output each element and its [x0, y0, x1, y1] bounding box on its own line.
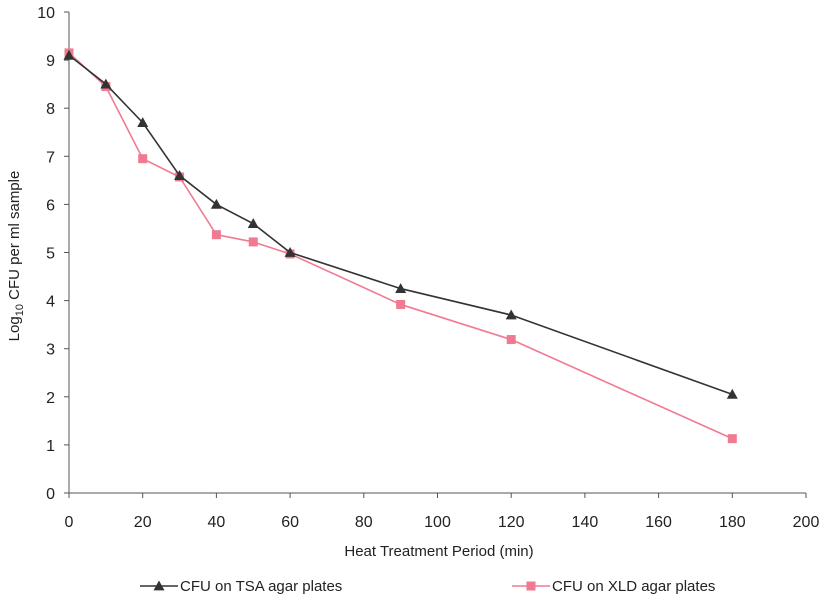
x-tick-label: 20: [134, 514, 152, 531]
y-axis-title: Log10 CFU per ml sample: [6, 171, 26, 342]
data-point: [210, 198, 222, 209]
data-point: [63, 49, 75, 60]
legend: CFU on TSA agar plates CFU on XLD agar pl…: [140, 578, 715, 595]
data-point: [506, 335, 516, 345]
x-tick-label: 0: [65, 514, 74, 531]
y-tick-label: 5: [46, 246, 55, 263]
legend-label: CFU on XLD agar plates: [552, 578, 715, 595]
x-tick-label: 120: [498, 514, 525, 531]
data-point: [726, 388, 738, 399]
data-point: [137, 117, 149, 128]
data-point: [174, 170, 186, 180]
series-line: [68, 52, 733, 440]
y-tick-label: 3: [46, 342, 55, 359]
x-tick-label: 160: [645, 514, 672, 531]
svg-text:Log10 CFU per ml sample: Log10 CFU per ml sample: [6, 171, 26, 342]
legend-item-xld: CFU on XLD agar plates: [512, 578, 715, 595]
data-point: [395, 283, 407, 293]
legend-item-tsa: CFU on TSA agar plates: [140, 578, 342, 595]
series-line: [68, 54, 733, 396]
x-tick-label: 40: [208, 514, 226, 531]
y-tick-label: 2: [46, 390, 55, 407]
data-point: [396, 299, 406, 309]
y-axis-title-main: Log: [6, 316, 23, 341]
y-tick-label: 6: [46, 197, 55, 214]
data-point: [284, 247, 296, 257]
y-axis-title-subscript: 10: [14, 304, 26, 316]
legend-marker: [153, 580, 165, 591]
data-point: [211, 230, 221, 240]
x-tick-label: 140: [572, 514, 599, 531]
y-tick-label: 10: [37, 5, 55, 22]
series-tsa: [63, 49, 738, 399]
y-tick-label: 4: [46, 294, 55, 311]
series-xld: [64, 48, 737, 444]
data-point: [505, 309, 517, 320]
y-tick-label: 9: [46, 53, 55, 70]
x-axis-title: Heat Treatment Period (min): [344, 543, 533, 560]
x-tick-label: 80: [355, 514, 373, 531]
x-tick-label: 100: [424, 514, 451, 531]
data-point: [727, 434, 737, 444]
x-tick-label: 200: [793, 514, 820, 531]
y-tick-label: 7: [46, 149, 55, 166]
x-tick-label: 60: [281, 514, 299, 531]
data-point: [248, 237, 258, 247]
legend-label: CFU on TSA agar plates: [180, 578, 342, 595]
y-axis-title-rest: CFU per ml sample: [6, 171, 23, 304]
legend-marker: [526, 581, 536, 591]
data-point: [138, 154, 148, 164]
y-tick-label: 0: [46, 486, 55, 503]
y-tick-label: 8: [46, 101, 55, 118]
data-point: [100, 78, 112, 89]
x-tick-label: 180: [719, 514, 746, 531]
y-tick-label: 1: [46, 438, 55, 455]
plot-area: [63, 48, 738, 444]
data-point: [247, 218, 259, 229]
